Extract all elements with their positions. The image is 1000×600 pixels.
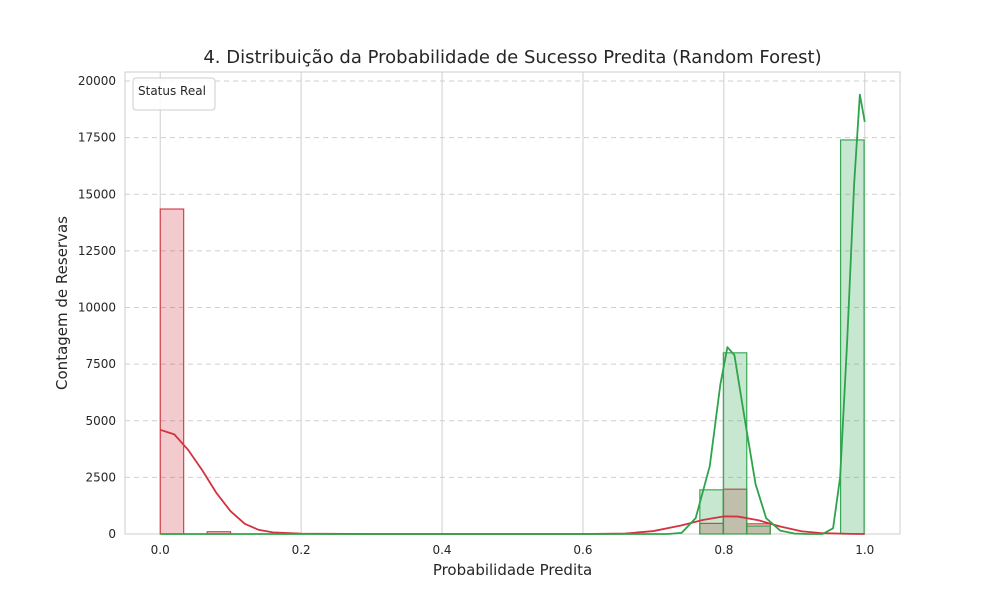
x-tick-label: 0.2	[292, 543, 311, 557]
x-tick-label: 0.4	[432, 543, 451, 557]
x-axis-label: Probabilidade Predita	[433, 561, 592, 579]
histogram-bar-series-2	[722, 352, 748, 535]
y-axis-label: Contagem de Reservas	[53, 216, 71, 390]
y-tick-label: 12500	[78, 244, 116, 258]
y-tick-label: 7500	[85, 357, 116, 371]
histogram-bar-series-1	[159, 208, 185, 535]
y-tick-label: 0	[108, 527, 116, 541]
y-tick-label: 2500	[85, 470, 116, 484]
histogram-bars	[159, 139, 865, 535]
y-tick-label: 10000	[78, 301, 116, 315]
y-tick-label: 5000	[85, 414, 116, 428]
kde-line-series-2	[160, 93, 866, 535]
legend-title: Status Real	[138, 84, 206, 98]
x-tick-label: 0.6	[573, 543, 592, 557]
y-tick-label: 20000	[78, 74, 116, 88]
y-tick-label: 17500	[78, 131, 116, 145]
legend-box	[132, 77, 216, 111]
y-tick-label: 15000	[78, 187, 116, 201]
plot-area	[124, 71, 901, 535]
histogram-bar-series-2	[699, 489, 724, 535]
kde-curves	[159, 93, 866, 535]
tick-labels: 0.0 0.2 0.4 0.6 0.8 1.0 0 2500 5000 7500 10000 1250…	[78, 74, 875, 557]
legend: Status Real	[132, 77, 216, 111]
histogram-bar-series-2	[840, 139, 865, 535]
x-tick-label: 0.8	[714, 543, 733, 557]
histogram-bar-series-2	[746, 525, 771, 535]
x-tick-label: 1.0	[855, 543, 874, 557]
chart-title: 4. Distribuição da Probabilidade de Suce…	[203, 47, 821, 68]
x-tick-label: 0.0	[151, 543, 170, 557]
